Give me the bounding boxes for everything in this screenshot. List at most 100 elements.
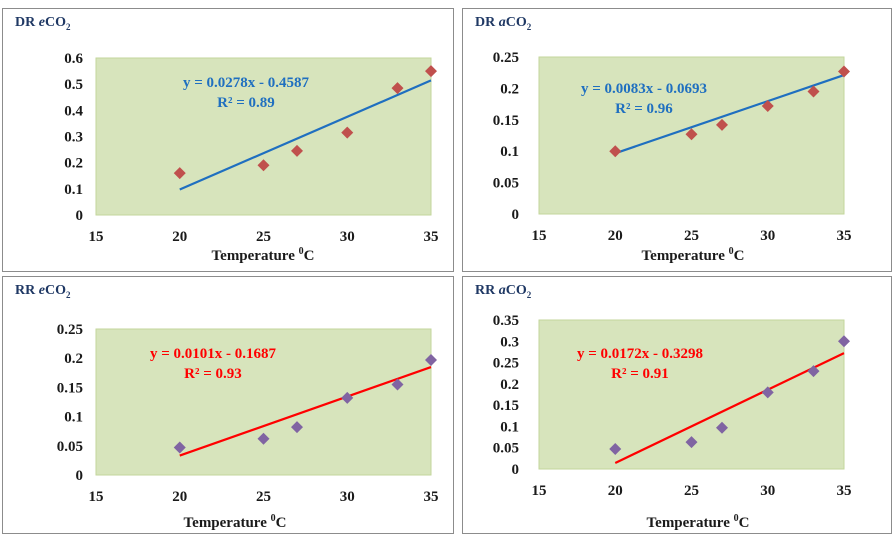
chart-title: DR aCO2	[475, 15, 531, 32]
title-sub: 2	[526, 289, 532, 300]
title-prefix: RR	[15, 283, 36, 298]
x-axis-degree: 0	[298, 246, 304, 257]
data-point	[761, 99, 774, 112]
x-axis-label-text: Temperature	[646, 515, 730, 531]
title-italic: a	[498, 283, 506, 298]
title-gas: CO	[505, 283, 527, 298]
x-axis-label: Temperature 0C	[163, 246, 363, 265]
y-tick-label: 0.6	[64, 51, 83, 67]
y-tick-label: 0.25	[493, 50, 519, 66]
x-tick-label: 35	[424, 489, 439, 505]
trendline	[614, 352, 845, 464]
scatter-plot: 0 0.05 0.1 0.15 0.2 0.25 15 20 25 30 35	[57, 322, 439, 505]
y-tick-label: 0.15	[493, 113, 519, 129]
data-point	[425, 65, 437, 78]
r-squared-text: R² = 0.89	[217, 95, 275, 111]
x-tick-label: 30	[340, 229, 355, 245]
x-axis-degree: 0	[733, 513, 739, 524]
chart-title: DR eCO2	[15, 15, 70, 32]
data-point	[685, 436, 698, 449]
x-axis-unit: C	[303, 248, 315, 264]
x-tick-label: 25	[684, 483, 699, 499]
x-axis-unit: C	[275, 515, 287, 531]
x-tick-label: 35	[837, 228, 852, 244]
title-gas: CO	[505, 15, 527, 30]
y-tick-label: 0.1	[64, 182, 83, 198]
y-tick-label: 0.05	[493, 441, 519, 457]
trendline-equation: y = 0.0278x - 0.4587 R² = 0.89	[161, 73, 331, 113]
y-tick-label: 0.1	[64, 410, 83, 426]
data-point	[716, 421, 728, 434]
y-tick-label: 0.2	[500, 81, 519, 97]
x-tick-label: 15	[532, 228, 547, 244]
title-sub: 2	[65, 289, 71, 300]
x-axis-label: Temperature 0C	[135, 513, 335, 532]
equation-text: y = 0.0172x - 0.3298	[576, 346, 704, 362]
chart-panel-dr-eco2: DR eCO2 0 0.1 0.2 0.3 0.4 0.5 0.6 15 20 25 30 35 y …	[2, 8, 454, 272]
trendline-equation: y = 0.0083x - 0.0693 R² = 0.96	[559, 79, 729, 119]
x-tick-label: 20	[172, 489, 187, 505]
x-tick-label: 30	[760, 483, 775, 499]
title-prefix: RR	[475, 283, 496, 298]
data-point	[341, 126, 354, 139]
data-point	[173, 167, 186, 180]
x-axis-degree: 0	[728, 246, 734, 257]
r-squared-text: R² = 0.96	[615, 101, 673, 117]
x-axis-unit: C	[738, 515, 750, 531]
y-tick-label: 0.3	[500, 334, 519, 350]
data-point	[291, 144, 303, 157]
data-point	[685, 128, 698, 141]
y-tick-label: 0.15	[57, 380, 83, 396]
data-point	[257, 432, 270, 445]
x-tick-label: 15	[89, 489, 104, 505]
y-tick-label: 0	[512, 207, 520, 223]
x-tick-label: 25	[684, 228, 699, 244]
y-tick-label: 0.35	[493, 313, 519, 329]
data-point	[807, 365, 820, 378]
scatter-plot: 0 0.05 0.1 0.15 0.2 0.25 15 20 25 30 35	[493, 50, 852, 244]
y-tick-label: 0.5	[64, 77, 83, 93]
r-squared-text: R² = 0.91	[611, 366, 669, 382]
y-tick-label: 0.2	[64, 351, 83, 367]
data-point	[838, 65, 850, 78]
y-tick-label: 0	[76, 468, 84, 484]
x-axis-label-text: Temperature	[211, 248, 295, 264]
x-axis-label: Temperature 0C	[593, 246, 793, 265]
x-tick-label: 15	[532, 483, 547, 499]
chart-title: RR aCO2	[475, 283, 531, 300]
y-tick-label: 0.15	[493, 398, 519, 414]
chart-panel-rr-eco2: RR eCO2 0 0.05 0.1 0.15 0.2 0.25 15 20 25 30 35 y …	[2, 276, 454, 534]
title-sub: 2	[65, 21, 71, 32]
data-point	[716, 118, 728, 131]
title-prefix: DR	[15, 15, 36, 30]
title-prefix: DR	[475, 15, 496, 30]
x-axis-label-text: Temperature	[641, 248, 725, 264]
title-italic: e	[38, 283, 45, 298]
title-italic: a	[498, 15, 506, 30]
trendline-equation: y = 0.0172x - 0.3298 R² = 0.91	[555, 344, 725, 384]
y-tick-label: 0	[76, 208, 84, 224]
y-tick-label: 0.4	[64, 103, 83, 119]
y-tick-label: 0.3	[64, 130, 83, 146]
title-gas: CO	[44, 15, 66, 30]
y-tick-label: 0.1	[500, 144, 519, 160]
scatter-plot: 0 0.05 0.1 0.15 0.2 0.25 0.3 0.35 15 20 25 30 35	[493, 313, 852, 499]
data-point	[173, 441, 186, 454]
data-point	[609, 442, 622, 455]
y-tick-label: 0.2	[500, 377, 519, 393]
x-tick-label: 20	[172, 229, 187, 245]
y-tick-label: 0.25	[493, 356, 519, 372]
trendline	[179, 79, 432, 191]
chart-panel-rr-aco2: RR aCO2 0 0.05 0.1 0.15 0.2 0.25 0.3 0.35 15 20 25…	[462, 276, 892, 534]
chart-title: RR eCO2	[15, 283, 70, 300]
y-tick-label: 0.2	[64, 156, 83, 172]
data-point	[257, 159, 270, 172]
title-sub: 2	[526, 21, 532, 32]
trendline	[179, 366, 432, 457]
x-axis-label-text: Temperature	[183, 515, 267, 531]
x-axis-unit: C	[733, 248, 745, 264]
data-point	[291, 421, 303, 434]
r-squared-text: R² = 0.93	[184, 366, 242, 382]
title-gas: CO	[44, 283, 66, 298]
data-point	[425, 353, 437, 366]
